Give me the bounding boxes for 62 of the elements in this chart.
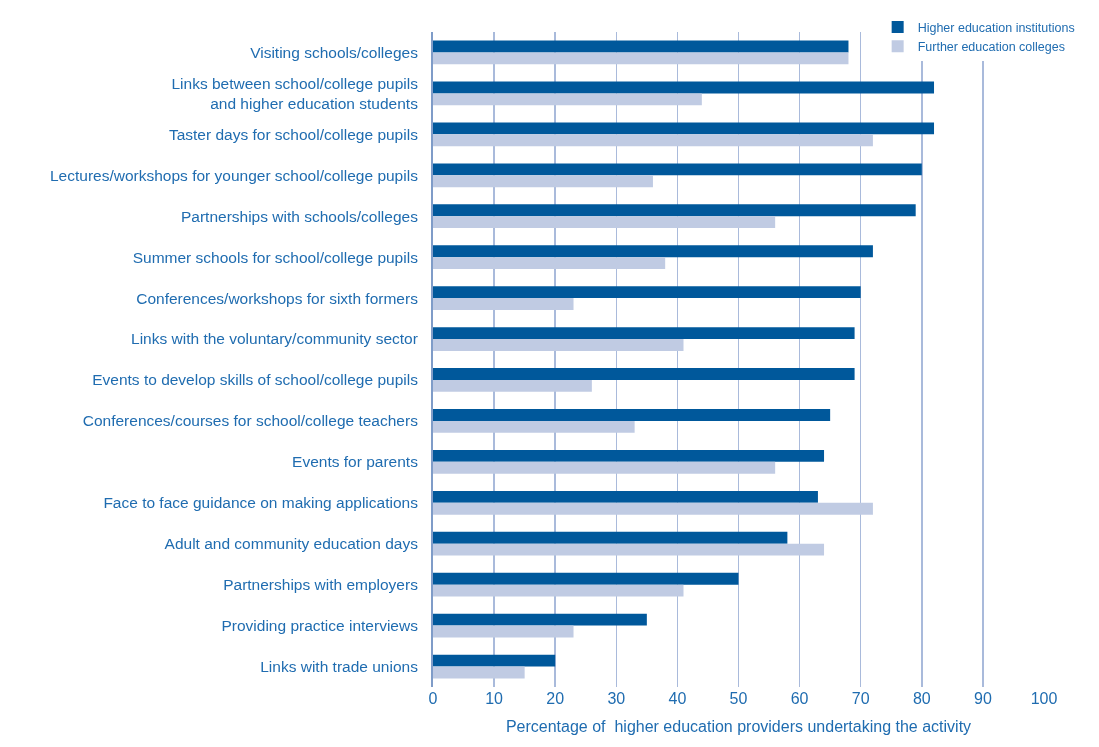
bar bbox=[433, 163, 922, 176]
y-tick-label: Links between school/college pupils and higher education students bbox=[171, 74, 419, 112]
bar bbox=[433, 81, 935, 94]
x-tick-label: 80 bbox=[912, 690, 931, 707]
bar bbox=[433, 613, 647, 626]
bar bbox=[433, 245, 873, 258]
bar bbox=[433, 625, 574, 638]
x-tick-label: 30 bbox=[607, 690, 626, 707]
legend-label: Further education colleges bbox=[917, 40, 1065, 55]
bar bbox=[433, 327, 855, 340]
x-tick-label: 10 bbox=[485, 690, 504, 707]
bar bbox=[433, 52, 849, 65]
bar bbox=[433, 257, 666, 270]
x-tick-label: 20 bbox=[546, 690, 565, 707]
bar bbox=[433, 368, 855, 380]
x-tick-label: 0 bbox=[428, 690, 438, 707]
bar bbox=[433, 93, 702, 106]
y-tick-label: Conferences/courses for school/college teachers bbox=[82, 412, 419, 430]
y-tick-label: Partnerships with employers bbox=[223, 576, 419, 594]
bar bbox=[433, 298, 574, 310]
bar bbox=[433, 572, 739, 585]
x-tick-label: 90 bbox=[974, 690, 992, 707]
bar bbox=[433, 490, 818, 503]
bar bbox=[433, 543, 825, 556]
y-tick-label: Events for parents bbox=[292, 453, 419, 471]
bar bbox=[433, 122, 935, 135]
y-tick-label: Summer schools for school/college pupils bbox=[132, 248, 419, 266]
bar bbox=[433, 134, 873, 147]
x-axis-title: Percentage of higher education providers undertaking the activity bbox=[505, 717, 972, 735]
bar bbox=[433, 666, 525, 679]
x-tick-label: 40 bbox=[668, 690, 687, 707]
y-tick-label: Links with the voluntary/community sector bbox=[131, 330, 418, 348]
bar bbox=[433, 379, 592, 392]
x-tick-label: 50 bbox=[729, 690, 748, 707]
y-tick-label: Lectures/workshops for younger school/college pupils bbox=[49, 166, 419, 184]
y-tick-label: Taster days for school/college pupils bbox=[168, 125, 419, 143]
bar bbox=[433, 204, 916, 217]
bar bbox=[433, 339, 684, 351]
y-tick-label: Face to face guidance on making applications bbox=[103, 494, 419, 512]
y-tick-label: Links with trade unions bbox=[260, 657, 419, 675]
bar bbox=[433, 40, 849, 53]
bar bbox=[433, 216, 776, 229]
bar bbox=[433, 175, 653, 188]
y-tick-label: Events to develop skills of school/college pupils bbox=[92, 371, 419, 389]
y-tick-label: Conferences/workshops for sixth formers bbox=[136, 289, 419, 307]
bar bbox=[433, 449, 825, 462]
bar bbox=[433, 584, 684, 597]
x-tick-label: 70 bbox=[851, 690, 870, 707]
x-tick-label: 60 bbox=[790, 690, 809, 707]
y-tick-label: Visiting schools/colleges bbox=[250, 43, 419, 61]
bar bbox=[433, 531, 788, 544]
legend-label: Higher education institutions bbox=[917, 20, 1075, 35]
y-tick-label: Partnerships with schools/colleges bbox=[180, 207, 419, 225]
bar bbox=[433, 286, 861, 299]
y-tick-label: Adult and community education days bbox=[164, 535, 419, 553]
bar bbox=[433, 461, 776, 474]
bar bbox=[433, 420, 635, 433]
x-tick-label: 100 bbox=[1030, 690, 1058, 707]
y-tick-label: Providing practice interviews bbox=[221, 617, 419, 635]
bar bbox=[433, 409, 831, 421]
bar bbox=[433, 654, 556, 667]
bar bbox=[433, 502, 873, 515]
